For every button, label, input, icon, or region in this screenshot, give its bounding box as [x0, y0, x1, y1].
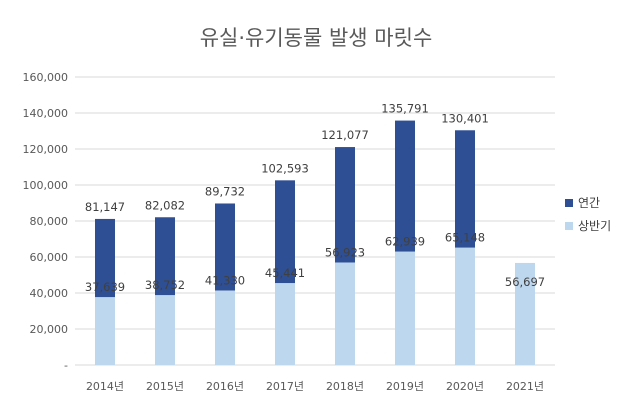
x-tick-label: 2017년	[266, 380, 304, 393]
x-tick-label: 2014년	[86, 380, 124, 393]
bar-half-0	[95, 297, 115, 365]
bar-annual-4	[335, 147, 355, 263]
bar-annual-3	[275, 180, 295, 284]
label-half-3: 45,441	[265, 266, 305, 280]
legend-label-1: 상반기	[578, 219, 611, 233]
legend-swatch-1	[565, 222, 573, 230]
x-tick-label: 2021년	[506, 380, 544, 393]
label-half-0: 37,639	[85, 280, 125, 294]
bar-half-7	[515, 262, 535, 365]
y-tick-label: 160,000	[23, 71, 69, 84]
y-tick-label: 80,000	[30, 215, 69, 228]
label-half-6: 65,148	[445, 231, 485, 245]
label-annual-1: 82,082	[145, 198, 185, 212]
x-tick-label: 2019년	[386, 380, 424, 393]
y-axis-ticks: - 20,000 40,000 60,000 80,000 100,000 120,000 1…	[23, 71, 69, 372]
bar-half-2	[215, 290, 235, 365]
bar-half-5	[395, 251, 415, 365]
y-tick-label: 140,000	[23, 107, 69, 120]
bar-annual-1	[155, 217, 175, 296]
label-annual-0: 81,147	[85, 200, 125, 214]
y-tick-label: -	[64, 359, 68, 372]
label-half-4: 56,923	[325, 246, 365, 260]
chart-title: 유실·유기동물 발생 마릿수	[200, 26, 433, 50]
label-annual-2: 89,732	[205, 184, 245, 198]
x-tick-label: 2015년	[146, 380, 184, 393]
x-tick-label: 2016년	[206, 380, 244, 393]
bar-half-1	[155, 295, 175, 365]
label-half-7: 56,697	[505, 275, 545, 289]
bar-annual-6	[455, 130, 475, 248]
bar-annual-0	[95, 218, 115, 298]
x-tick-label: 2018년	[326, 380, 364, 393]
bar-half-3	[275, 283, 295, 365]
x-tick-label: 2020년	[446, 380, 484, 393]
bar-annual-5	[395, 120, 415, 252]
label-half-5: 62,939	[385, 235, 425, 249]
legend-label-0: 연간	[578, 196, 600, 210]
label-half-1: 38,752	[145, 278, 185, 292]
y-tick-label: 100,000	[23, 179, 69, 192]
label-half-2: 41,330	[205, 274, 245, 288]
legend-swatch-0	[565, 199, 573, 207]
y-tick-label: 40,000	[30, 287, 69, 300]
y-tick-label: 60,000	[30, 251, 69, 264]
data-labels: 81,147 37,639 82,082 38,752 89,732 41,330 102,…	[85, 102, 545, 295]
bar-half-4	[335, 262, 355, 365]
label-annual-5: 135,791	[381, 102, 429, 116]
label-annual-4: 121,077	[321, 128, 369, 142]
bar-annual-2	[215, 203, 235, 291]
x-axis-ticks: 2014년 2015년 2016년 2017년 2018년 2019년 2020년 2021년	[86, 380, 544, 393]
label-annual-3: 102,593	[261, 161, 309, 175]
bar-half-6	[455, 247, 475, 365]
y-tick-label: 20,000	[30, 323, 69, 336]
bars	[95, 120, 535, 365]
label-annual-6: 130,401	[441, 111, 489, 125]
y-tick-label: 120,000	[23, 143, 69, 156]
